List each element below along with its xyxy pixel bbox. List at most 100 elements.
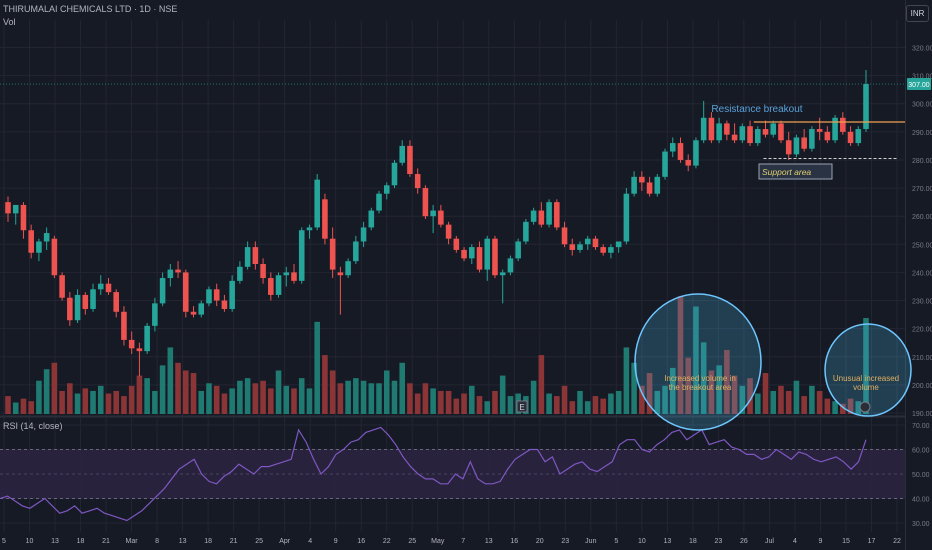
volume-bar (237, 380, 243, 414)
volume-bar (391, 380, 398, 414)
candle-body (546, 202, 552, 225)
candle-body (90, 289, 96, 309)
volume-bar (739, 385, 746, 414)
candle-body (700, 117, 707, 141)
volume-bar (337, 383, 344, 414)
volume-bar (345, 380, 351, 414)
candle-body (36, 241, 42, 253)
price-tick-label: 190.00 (912, 411, 932, 418)
candle-body (407, 145, 413, 175)
volume-bar (809, 385, 815, 414)
candle-body (476, 247, 483, 270)
time-tick-label: Apr (279, 538, 291, 545)
bolt-marker-icon[interactable] (859, 401, 871, 413)
rsi-tick-label: 70.00 (912, 423, 930, 430)
volume-bar (747, 378, 753, 414)
candle-body (360, 227, 367, 242)
last-price-label: 307.00 (908, 82, 930, 89)
candle-body (569, 244, 576, 250)
volume-bar (693, 306, 699, 414)
candle-body (237, 266, 243, 281)
candle-body (708, 117, 715, 141)
volume-bar (121, 396, 127, 414)
volume-bar (275, 370, 282, 414)
candle-body (770, 123, 777, 135)
time-tick-label: 22 (383, 538, 391, 545)
candle-body (5, 202, 11, 214)
candle-body (693, 140, 699, 166)
candle-body (739, 126, 746, 141)
candle-body (716, 123, 722, 141)
candle-body (144, 325, 150, 352)
currency-button[interactable]: INR (906, 5, 929, 22)
candle-body (252, 247, 259, 264)
vol-label: Vol (3, 17, 16, 27)
price-tick-label: 310.00 (912, 74, 932, 81)
time-tick-label: 5 (614, 538, 618, 545)
resistance-annotation: Resistance breakout (711, 104, 802, 115)
candle-body (523, 221, 529, 242)
time-tick-label: 10 (26, 538, 34, 545)
candle-body (669, 143, 676, 152)
volume-bar (708, 370, 715, 414)
candle-body (824, 131, 831, 141)
candle-body (391, 162, 398, 186)
volume-bar (353, 378, 359, 414)
volume-bar (662, 385, 668, 414)
time-tick-label: 5 (2, 538, 6, 545)
rsi-tick-label: 30.00 (912, 521, 930, 528)
volume-bar (105, 393, 112, 414)
earnings-marker[interactable]: E (519, 403, 524, 412)
time-tick-label: 13 (663, 538, 671, 545)
volume-bar (461, 393, 467, 414)
volume-bar (159, 365, 166, 414)
volume-bar (554, 396, 560, 414)
candle-body (778, 123, 784, 141)
candle-body (97, 283, 104, 290)
volume-bar (824, 398, 831, 414)
volume-bar (840, 403, 846, 414)
candle-body (809, 129, 815, 149)
candle-body (306, 227, 313, 231)
volume-bar (383, 370, 390, 414)
volume-bar (469, 385, 475, 414)
candle-body (662, 151, 668, 177)
volume-bar (368, 383, 375, 414)
candle-body (615, 241, 622, 248)
time-tick-label: 23 (715, 538, 723, 545)
volume-bar (855, 401, 862, 414)
candle-body (28, 230, 34, 253)
volume-bar (51, 362, 58, 414)
candle-body (832, 117, 838, 141)
time-tick-label: 21 (102, 538, 110, 545)
volume-bar (43, 369, 50, 414)
price-tick-label: 240.00 (912, 270, 932, 277)
volume-bar (631, 362, 637, 414)
rsi-pane (0, 426, 905, 522)
volume-bar (731, 375, 738, 414)
support-annotation: Support area (762, 167, 811, 177)
candle-body (731, 134, 738, 141)
candle-body (724, 123, 730, 135)
time-tick-label: 22 (893, 538, 901, 545)
volume-bar (283, 385, 290, 414)
candle-body (577, 244, 583, 250)
time-tick-label: 17 (868, 538, 876, 545)
volume-bar (724, 350, 730, 414)
candle-body (515, 241, 521, 259)
rsi-tick-label: 60.00 (912, 448, 930, 455)
volume-bar (291, 388, 297, 414)
earnings-marker-box[interactable] (516, 400, 528, 413)
chart-title: THIRUMALAI CHEMICALS LTD · 1D · NSE (3, 4, 178, 14)
candle-body (469, 247, 475, 259)
volume-bar (476, 396, 483, 414)
candle-body (646, 182, 653, 194)
candle-body (499, 272, 506, 276)
volume-bar (762, 373, 769, 414)
candle-body (368, 210, 375, 228)
candle-body (747, 126, 753, 144)
volume-bar (360, 380, 367, 414)
candle-body (762, 129, 769, 135)
volume-bar (499, 375, 506, 414)
